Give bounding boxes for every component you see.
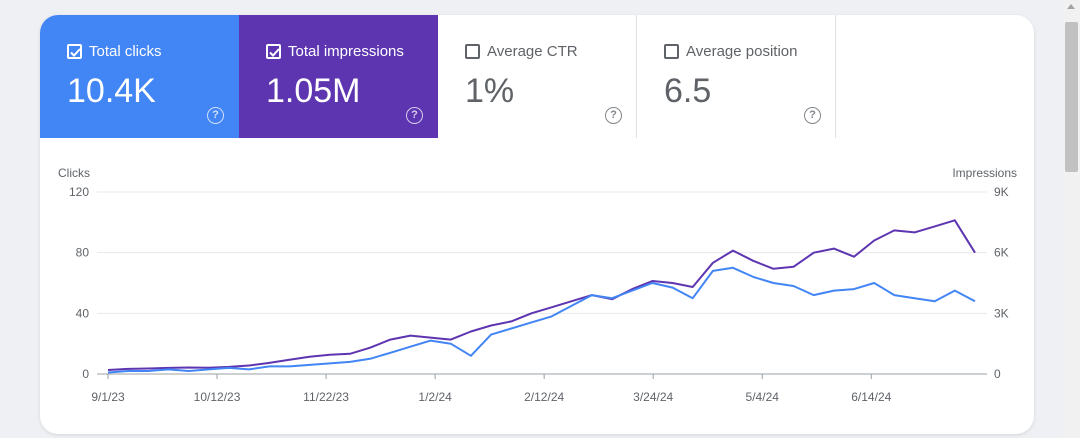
left-tick-label: 80 (76, 246, 90, 260)
x-tick-label: 9/1/23 (91, 390, 125, 404)
average-ctr-tab[interactable]: Average CTR 1% ? (438, 15, 637, 138)
metric-label: Total impressions (288, 43, 404, 60)
metric-label: Total clicks (89, 43, 162, 60)
average-position-tab[interactable]: Average position 6.5 ? (637, 15, 836, 138)
metric-value: 1.05M (266, 72, 361, 110)
scroll-thumb[interactable] (1065, 22, 1078, 172)
right-tick-label: 6K (994, 246, 1009, 260)
left-axis-title: Clicks (58, 166, 90, 180)
checkbox-icon[interactable] (67, 44, 82, 59)
page-scrollbar[interactable] (1063, 0, 1080, 438)
checkbox-icon[interactable] (266, 44, 281, 59)
checkbox-icon[interactable] (664, 44, 679, 59)
performance-card: Total clicks 10.4K ? Total impressions 1… (40, 15, 1034, 434)
clicks-line (107, 266, 976, 374)
impressions-line (107, 219, 976, 371)
checkbox-icon[interactable] (465, 44, 480, 59)
help-icon[interactable]: ? (605, 107, 622, 124)
x-tick-label: 1/2/24 (418, 390, 452, 404)
total-impressions-tab[interactable]: Total impressions 1.05M ? (239, 15, 438, 138)
x-tick-label: 10/12/23 (194, 390, 241, 404)
left-tick-label: 0 (82, 367, 89, 381)
help-icon[interactable]: ? (804, 107, 821, 124)
left-tick-label: 120 (69, 185, 89, 199)
right-tick-label: 0 (994, 367, 1001, 381)
x-tick-label: 11/22/23 (303, 390, 349, 404)
total-clicks-tab[interactable]: Total clicks 10.4K ? (40, 15, 239, 138)
left-tick-label: 40 (76, 306, 90, 320)
metric-value: 10.4K (67, 72, 156, 110)
help-icon[interactable]: ? (406, 107, 423, 124)
right-tick-label: 9K (994, 185, 1009, 199)
help-icon[interactable]: ? (207, 107, 224, 124)
right-tick-label: 3K (994, 306, 1009, 320)
metric-value: 1% (465, 72, 515, 110)
metric-value: 6.5 (664, 72, 712, 110)
x-tick-label: 3/24/24 (633, 390, 673, 404)
metric-label: Average CTR (487, 43, 578, 60)
scroll-up-icon[interactable] (1067, 4, 1075, 9)
metric-label: Average position (686, 43, 798, 60)
x-tick-label: 5/4/24 (746, 390, 780, 404)
metric-tabs: Total clicks 10.4K ? Total impressions 1… (40, 15, 836, 138)
right-axis-title: Impressions (952, 166, 1017, 180)
x-tick-label: 6/14/24 (851, 390, 891, 404)
x-tick-label: 2/12/24 (524, 390, 564, 404)
